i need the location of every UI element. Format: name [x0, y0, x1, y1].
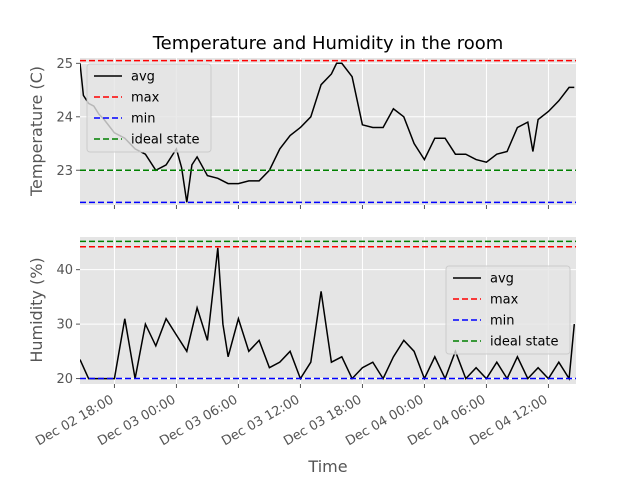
humidity-legend: avg max min ideal state — [445, 265, 571, 355]
legend-label: max — [131, 91, 160, 106]
legend-label: avg — [490, 272, 514, 287]
x-axis-label: Time — [307, 457, 347, 476]
legend-label: ideal state — [490, 335, 559, 350]
temperature-legend: avg max min ideal state — [86, 63, 212, 153]
legend-label: min — [131, 112, 156, 127]
series-line-avg — [80, 247, 576, 381]
series-line-avg — [80, 62, 575, 203]
legend-label: avg — [131, 70, 155, 85]
temperature-y-axis-label: Temperature (C) — [27, 66, 46, 197]
legend-label: ideal state — [131, 133, 200, 148]
y-tick-label: 40 — [56, 263, 73, 278]
humidity-y-axis-label: Humidity (%) — [27, 257, 46, 362]
chart-title: Temperature and Humidity in the room — [152, 33, 504, 54]
y-tick-label: 20 — [56, 372, 73, 387]
legend-box — [445, 265, 571, 355]
humidity-lines — [80, 240, 576, 381]
temperature-lines — [80, 59, 576, 204]
y-tick-label: 24 — [56, 110, 73, 125]
temperature-y-ticks: 23 24 25 — [56, 57, 80, 179]
legend-box — [86, 63, 212, 153]
legend-label: max — [490, 293, 519, 308]
legend-label: min — [490, 314, 515, 329]
y-tick-label: 25 — [56, 57, 73, 72]
y-tick-label: 23 — [56, 164, 73, 179]
y-tick-label: 30 — [56, 318, 73, 333]
temperature-x-ticks — [113, 205, 549, 209]
temperature-axes: 23 24 25 avg max min ideal state Temperature … — [27, 57, 576, 209]
humidity-y-ticks: 20 30 40 — [56, 263, 80, 387]
